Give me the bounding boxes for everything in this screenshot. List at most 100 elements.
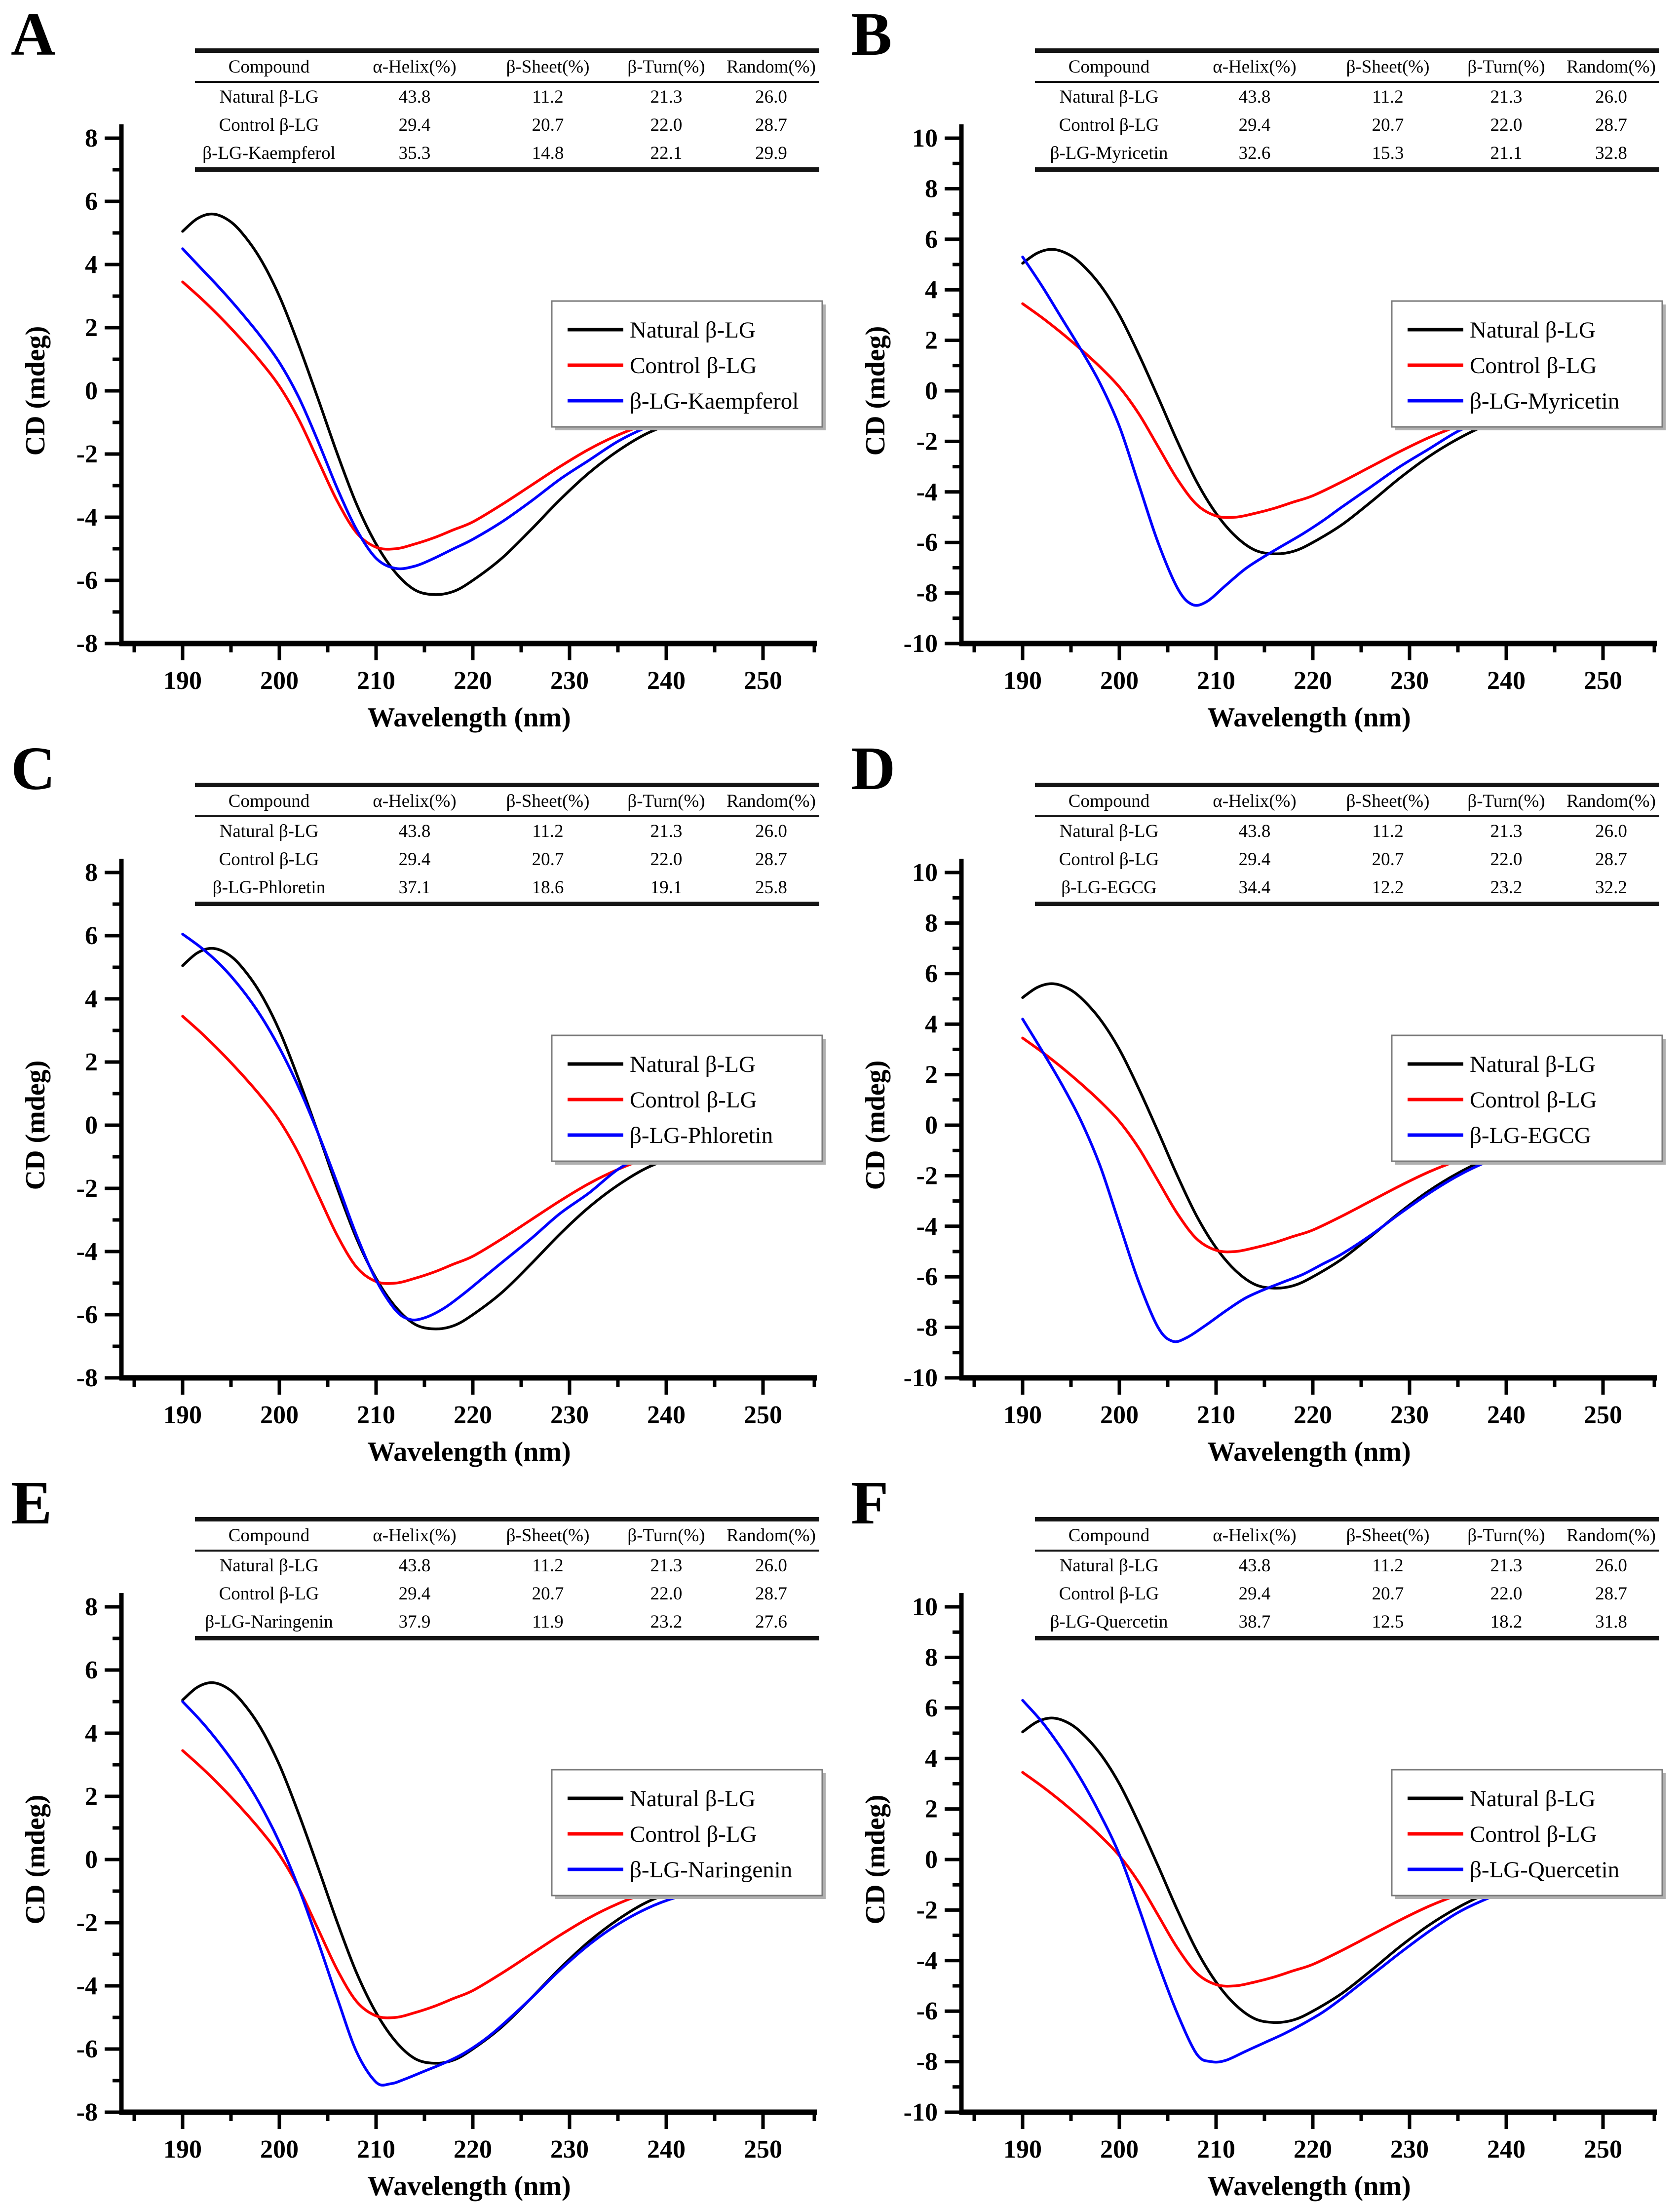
table-row: β-LG-EGCG 34.4 12.2 23.2 32.2	[1035, 874, 1659, 902]
panel-label: D	[851, 735, 896, 803]
table-header-cell: Compound	[228, 1525, 310, 1546]
table-header-cell: β-Sheet(%)	[506, 57, 590, 77]
table-cell: 14.8	[532, 143, 564, 163]
table-header-cell: β-Turn(%)	[1467, 57, 1545, 77]
x-tick-label: 250	[1584, 2135, 1622, 2164]
x-tick-label: 250	[1584, 1401, 1622, 1429]
y-tick-label: 2	[925, 1795, 938, 1823]
legend-label: Control β-LG	[1470, 353, 1597, 379]
x-tick-label: 230	[550, 667, 589, 695]
x-tick-label: 190	[163, 2135, 202, 2164]
y-tick-label: -2	[76, 1909, 98, 1937]
table-header-cell: Random(%)	[1566, 1525, 1656, 1546]
y-tick-label: 4	[925, 1745, 938, 1773]
table-cell: 22.0	[650, 115, 683, 135]
x-tick-label: 240	[1487, 1401, 1526, 1429]
panel-d-chart: -10 -8 -6 -4 -2 0 2 4 6 8 10 190 200 210 220 230 240 250 W…	[860, 859, 1666, 1467]
x-tick-label: 210	[357, 667, 395, 695]
table-header-cell: β-Turn(%)	[627, 57, 705, 77]
table-header-cell: Random(%)	[1566, 57, 1656, 77]
x-tick-label: 200	[260, 2135, 299, 2164]
table-cell: 29.4	[398, 115, 431, 135]
x-tick-label: 220	[454, 2135, 492, 2164]
y-tick-label: 2	[925, 327, 938, 355]
secondary-structure-table: Compound α-Helix(%) β-Sheet(%) β-Turn(%) Ran…	[1035, 1517, 1659, 1640]
table-cell: 18.6	[532, 877, 564, 898]
x-tick-label: 220	[1294, 2135, 1332, 2164]
y-tick-label: -6	[76, 1301, 98, 1329]
table-cell: 21.3	[1490, 1556, 1523, 1576]
table-cell: 43.8	[1238, 821, 1271, 841]
table-cell: 20.7	[532, 849, 564, 870]
table-cell: 28.7	[755, 849, 787, 870]
table-cell: Control β-LG	[1059, 849, 1159, 870]
y-tick-label: 2	[85, 1048, 98, 1076]
table-header-cell: β-Turn(%)	[627, 791, 705, 811]
x-tick-label: 240	[1487, 667, 1526, 695]
x-tick-label: 210	[357, 2135, 395, 2164]
table-cell: β-LG-Phloretin	[212, 877, 326, 898]
table-cell: 23.2	[650, 1612, 683, 1632]
y-tick-label: 0	[925, 1846, 938, 1874]
table-cell: Control β-LG	[219, 849, 319, 870]
table-header-cell: β-Turn(%)	[1467, 791, 1545, 811]
table-cell: 21.1	[1490, 143, 1523, 163]
table-cell: Natural β-LG	[219, 1556, 319, 1576]
table-row: Control β-LG 29.4 20.7 22.0 28.7	[1035, 1580, 1659, 1608]
table-cell: 26.0	[755, 87, 787, 107]
x-tick-label: 200	[1100, 1401, 1139, 1429]
table-header-row: Compound α-Helix(%) β-Sheet(%) β-Turn(%) Ran…	[195, 53, 819, 83]
y-tick-label: -4	[916, 478, 938, 506]
y-tick-label: 6	[85, 922, 98, 950]
series-lg-egcg	[1021, 1018, 1604, 1343]
secondary-structure-table: Compound α-Helix(%) β-Sheet(%) β-Turn(%) Ran…	[195, 1517, 819, 1640]
table-cell: Control β-LG	[1059, 1584, 1159, 1604]
table-cell: 32.2	[1595, 877, 1627, 898]
y-tick-label: -6	[916, 529, 938, 557]
legend-label: β-LG-Quercetin	[1470, 1857, 1619, 1883]
legend-label: Control β-LG	[630, 353, 757, 379]
table-row: β-LG-Kaempferol 35.3 14.8 22.1 29.9	[195, 139, 819, 167]
y-tick-label: 8	[925, 909, 938, 937]
table-cell: Control β-LG	[1059, 115, 1159, 135]
table-cell: 11.9	[532, 1612, 564, 1632]
x-tick-label: 250	[744, 2135, 782, 2164]
table-row: Control β-LG 29.4 20.7 22.0 28.7	[195, 1580, 819, 1608]
x-tick-label: 200	[1100, 667, 1139, 695]
table-cell: 20.7	[1372, 115, 1404, 135]
table-cell: 28.7	[755, 1584, 787, 1604]
table-row: β-LG-Myricetin 32.6 15.3 21.1 32.8	[1035, 139, 1659, 167]
panel-f-chart: -10 -8 -6 -4 -2 0 2 4 6 8 10 190 200 210 220 230 240 250 W…	[860, 1593, 1666, 2202]
table-cell: 20.7	[532, 1584, 564, 1604]
table-cell: 22.0	[650, 1584, 683, 1604]
x-tick-label: 240	[647, 2135, 686, 2164]
y-tick-label: 4	[85, 251, 98, 279]
panel-d: -10 -8 -6 -4 -2 0 2 4 6 8 10 190 200 210 220 230 240 250 W…	[840, 734, 1680, 1469]
table-row: Natural β-LG 43.8 11.2 21.3 26.0	[1035, 83, 1659, 111]
y-tick-label: 8	[925, 175, 938, 203]
table-header-cell: Compound	[1068, 791, 1150, 811]
x-tick-label: 240	[1487, 2135, 1526, 2164]
table-header-cell: Compound	[228, 791, 310, 811]
x-axis-title: Wavelength (nm)	[367, 2171, 571, 2202]
legend-label: Natural β-LG	[630, 1786, 756, 1812]
table-header-cell: Random(%)	[1566, 791, 1656, 811]
legend-label: Natural β-LG	[630, 1052, 756, 1077]
table-cell: 29.4	[1238, 1584, 1271, 1604]
series-lg-kaempferol	[181, 247, 764, 570]
y-tick-label: -2	[916, 427, 938, 456]
legend-label: Natural β-LG	[1470, 1786, 1596, 1812]
x-axis-title: Wavelength (nm)	[367, 702, 571, 733]
x-tick-label: 250	[744, 1401, 782, 1429]
table-cell: 34.4	[1238, 877, 1271, 898]
y-tick-label: 8	[925, 1643, 938, 1671]
table-cell: Natural β-LG	[219, 821, 319, 841]
table-header-cell: Compound	[1068, 57, 1150, 77]
x-tick-label: 190	[1003, 667, 1042, 695]
x-tick-label: 230	[550, 1401, 589, 1429]
x-tick-label: 240	[647, 1401, 686, 1429]
table-header-cell: β-Turn(%)	[1467, 1525, 1545, 1546]
y-tick-label: -8	[916, 579, 938, 608]
y-tick-label: -2	[916, 1896, 938, 1924]
y-tick-label: -2	[76, 1175, 98, 1203]
